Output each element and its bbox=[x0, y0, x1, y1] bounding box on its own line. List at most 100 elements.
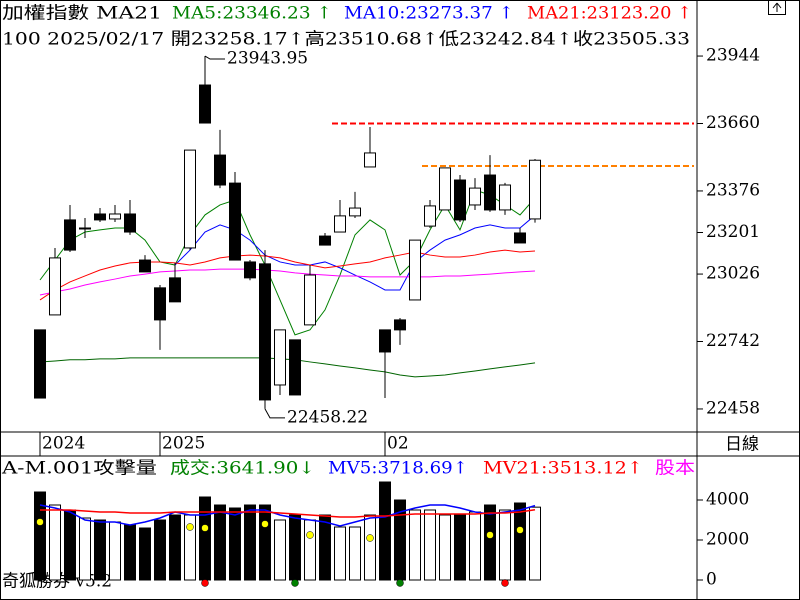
y-tick-label: 0 bbox=[706, 570, 717, 590]
volume-bar bbox=[229, 507, 241, 581]
signal-dot bbox=[366, 534, 374, 542]
signal-dot bbox=[306, 531, 314, 539]
y-tick-label: 23026 bbox=[706, 264, 760, 284]
volume-bar bbox=[139, 527, 151, 581]
volume-bar bbox=[379, 481, 391, 581]
volume-header-item: 成交:3641.90↓ bbox=[170, 459, 315, 479]
y-tick-label: 23660 bbox=[706, 113, 760, 133]
volume-average bbox=[40, 508, 536, 518]
header-item: MA10:23273.37 ↑ bbox=[344, 4, 514, 24]
y-tick-label: 23944 bbox=[706, 46, 760, 66]
volume-bar bbox=[199, 496, 211, 581]
header-item: MA21:23123.20 ↑ bbox=[527, 4, 692, 24]
volume-header-item: MV5:3718.69↑ bbox=[328, 459, 468, 479]
candle-body bbox=[484, 174, 496, 211]
candle-body bbox=[334, 215, 346, 233]
bottom-signal bbox=[201, 579, 209, 587]
volume-bar bbox=[439, 514, 451, 581]
y-tick-label: 2000 bbox=[706, 530, 749, 550]
y-tick-label: 22458 bbox=[706, 398, 760, 418]
volume-bar bbox=[319, 514, 331, 581]
volume-bar bbox=[349, 526, 361, 581]
volume-bar bbox=[64, 509, 76, 581]
candle-body bbox=[259, 263, 271, 401]
candle-body bbox=[184, 149, 196, 249]
candle-body bbox=[34, 329, 46, 399]
candle-body bbox=[109, 213, 121, 220]
volume-bar bbox=[304, 519, 316, 581]
x-tick-label: 2024 bbox=[42, 434, 85, 454]
annotation: 22458.22 bbox=[287, 407, 368, 427]
volume-average bbox=[39, 504, 536, 527]
volume-bar bbox=[79, 517, 91, 581]
volume-bar bbox=[49, 504, 61, 581]
annotation: 23943.95 bbox=[227, 49, 308, 69]
volume-bar bbox=[214, 504, 226, 581]
volume-bar bbox=[484, 504, 496, 581]
volume-header-item: 股本 bbox=[655, 459, 695, 479]
moving-average bbox=[39, 268, 536, 296]
volume-bar bbox=[514, 502, 526, 581]
period-label[interactable]: 日線 bbox=[725, 435, 759, 455]
volume-header-item: MV21:3513.12↑ bbox=[483, 459, 643, 479]
y-tick-label: 22742 bbox=[706, 331, 760, 351]
signal-dot bbox=[201, 524, 209, 532]
signal-dot bbox=[516, 526, 524, 534]
candle-body bbox=[274, 329, 286, 386]
moving-average bbox=[39, 357, 536, 378]
candle-body bbox=[499, 184, 511, 211]
annotation-leader bbox=[204, 55, 225, 60]
moving-average bbox=[39, 189, 536, 336]
candle-body bbox=[199, 84, 211, 124]
candle-body bbox=[229, 182, 241, 261]
candle-body bbox=[49, 257, 61, 316]
signal-dot bbox=[486, 531, 494, 539]
volume-bar bbox=[154, 519, 166, 581]
candle-body bbox=[64, 219, 76, 251]
y-tick-label: 23376 bbox=[706, 180, 760, 200]
volume-bar bbox=[169, 514, 181, 581]
x-tick-label: 2025 bbox=[162, 434, 205, 454]
y-tick-label: 23201 bbox=[706, 222, 760, 242]
volume-bar bbox=[274, 519, 286, 581]
candle-body bbox=[304, 274, 316, 326]
volume-bar bbox=[109, 521, 121, 581]
annotation-leader bbox=[264, 408, 285, 419]
candle-body bbox=[124, 213, 136, 233]
candle-body bbox=[379, 329, 391, 353]
volume-bar bbox=[94, 519, 106, 581]
volume-bar bbox=[334, 526, 346, 581]
candle-body bbox=[454, 179, 466, 221]
candle-body bbox=[424, 205, 436, 227]
volume-bar bbox=[469, 511, 481, 581]
moving-average bbox=[39, 249, 536, 301]
signal-dot bbox=[186, 523, 194, 531]
candle-body bbox=[529, 159, 541, 220]
candle-body bbox=[79, 227, 91, 230]
x-tick-label: 02 bbox=[387, 434, 409, 454]
signal-dot bbox=[36, 518, 44, 526]
volume-bar bbox=[424, 509, 436, 581]
candle-body bbox=[94, 213, 106, 221]
candle-body bbox=[394, 319, 406, 331]
volume-header-item: A-M.001攻擊量 bbox=[1, 459, 157, 479]
candle-body bbox=[289, 339, 301, 396]
volume-bar bbox=[364, 514, 376, 581]
candle-body bbox=[349, 207, 361, 217]
bottom-signal bbox=[501, 579, 509, 587]
candle-body bbox=[154, 287, 166, 321]
y-tick-label: 4000 bbox=[706, 490, 749, 510]
candle-body bbox=[469, 187, 481, 206]
volume-bar bbox=[409, 509, 421, 581]
candle-body bbox=[214, 154, 226, 186]
volume-bar bbox=[124, 524, 136, 581]
volume-bar bbox=[499, 509, 511, 581]
bottom-signal bbox=[396, 579, 404, 587]
candle-body bbox=[439, 167, 451, 211]
volume-bar bbox=[259, 504, 271, 581]
header-item: 加權指數 MA21 bbox=[2, 4, 162, 24]
candle-body bbox=[319, 235, 331, 246]
candle-body bbox=[409, 239, 421, 301]
